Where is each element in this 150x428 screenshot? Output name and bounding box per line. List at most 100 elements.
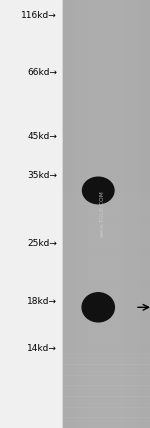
Bar bbox=[141, 0, 142, 428]
Bar bbox=[136, 0, 137, 428]
Bar bbox=[0, 0, 63, 428]
Bar bbox=[63, 32, 150, 43]
Bar bbox=[63, 278, 150, 289]
Bar bbox=[63, 0, 150, 11]
Bar bbox=[149, 0, 150, 428]
Bar bbox=[127, 0, 128, 428]
Bar bbox=[63, 182, 150, 193]
Bar bbox=[104, 0, 105, 428]
Bar bbox=[108, 0, 109, 428]
Bar bbox=[138, 0, 139, 428]
Bar bbox=[79, 0, 80, 428]
Bar bbox=[67, 0, 68, 428]
Text: 45kd→: 45kd→ bbox=[27, 132, 57, 142]
Bar bbox=[100, 0, 101, 428]
Bar bbox=[115, 0, 116, 428]
Bar bbox=[63, 364, 150, 374]
Bar bbox=[73, 0, 74, 428]
Bar bbox=[63, 193, 150, 203]
Bar bbox=[111, 0, 112, 428]
Bar bbox=[63, 54, 150, 64]
Bar bbox=[110, 0, 111, 428]
Bar bbox=[72, 0, 73, 428]
Bar bbox=[139, 0, 140, 428]
Bar bbox=[63, 0, 64, 428]
Bar bbox=[144, 0, 145, 428]
Bar bbox=[142, 0, 143, 428]
Bar bbox=[86, 0, 87, 428]
Bar bbox=[63, 96, 150, 107]
Bar bbox=[135, 0, 136, 428]
Bar bbox=[91, 0, 92, 428]
Bar bbox=[64, 0, 65, 428]
Bar bbox=[83, 0, 84, 428]
Bar bbox=[99, 0, 100, 428]
Bar bbox=[87, 0, 88, 428]
Bar bbox=[98, 0, 99, 428]
Bar bbox=[63, 300, 150, 310]
Bar bbox=[97, 0, 98, 428]
Bar bbox=[75, 0, 76, 428]
Bar bbox=[105, 0, 106, 428]
Bar bbox=[63, 160, 150, 171]
Bar bbox=[63, 321, 150, 332]
Bar bbox=[80, 0, 81, 428]
Bar bbox=[89, 0, 90, 428]
Bar bbox=[63, 235, 150, 246]
Bar bbox=[122, 0, 123, 428]
Bar bbox=[63, 203, 150, 214]
Bar bbox=[63, 11, 150, 21]
Bar bbox=[63, 118, 150, 128]
Bar bbox=[128, 0, 129, 428]
Bar bbox=[120, 0, 121, 428]
Bar bbox=[63, 128, 150, 139]
Bar bbox=[63, 0, 150, 428]
Bar bbox=[126, 0, 127, 428]
Bar bbox=[63, 310, 150, 321]
Bar bbox=[63, 75, 150, 86]
Bar bbox=[146, 0, 147, 428]
Bar bbox=[93, 0, 94, 428]
Bar bbox=[132, 0, 133, 428]
Bar bbox=[63, 407, 150, 417]
Bar bbox=[63, 86, 150, 96]
Bar bbox=[78, 0, 79, 428]
Ellipse shape bbox=[82, 177, 114, 204]
Bar bbox=[130, 0, 132, 428]
Bar bbox=[117, 0, 118, 428]
Bar bbox=[114, 0, 115, 428]
Bar bbox=[81, 0, 82, 428]
Ellipse shape bbox=[82, 293, 114, 322]
Bar bbox=[66, 0, 67, 428]
Bar bbox=[84, 0, 85, 428]
Bar bbox=[63, 417, 150, 428]
Bar bbox=[101, 0, 102, 428]
Bar bbox=[63, 353, 150, 364]
Bar bbox=[90, 0, 91, 428]
Bar bbox=[63, 396, 150, 407]
Bar bbox=[133, 0, 134, 428]
Bar bbox=[63, 64, 150, 75]
Bar bbox=[71, 0, 72, 428]
Text: 66kd→: 66kd→ bbox=[27, 68, 57, 77]
Bar bbox=[106, 0, 108, 428]
Bar bbox=[147, 0, 148, 428]
Bar bbox=[113, 0, 114, 428]
Text: 35kd→: 35kd→ bbox=[27, 171, 57, 180]
Bar bbox=[102, 0, 103, 428]
Text: 14kd→: 14kd→ bbox=[27, 344, 57, 354]
Text: 18kd→: 18kd→ bbox=[27, 297, 57, 306]
Bar bbox=[134, 0, 135, 428]
Bar bbox=[63, 257, 150, 268]
Bar bbox=[103, 0, 104, 428]
Bar bbox=[88, 0, 89, 428]
Bar bbox=[124, 0, 125, 428]
Bar bbox=[85, 0, 86, 428]
Bar bbox=[137, 0, 138, 428]
Text: www.TGLB.COM: www.TGLB.COM bbox=[99, 190, 105, 238]
Bar bbox=[63, 43, 150, 54]
Bar bbox=[140, 0, 141, 428]
Bar bbox=[109, 0, 110, 428]
Bar bbox=[63, 332, 150, 342]
Bar bbox=[63, 150, 150, 160]
